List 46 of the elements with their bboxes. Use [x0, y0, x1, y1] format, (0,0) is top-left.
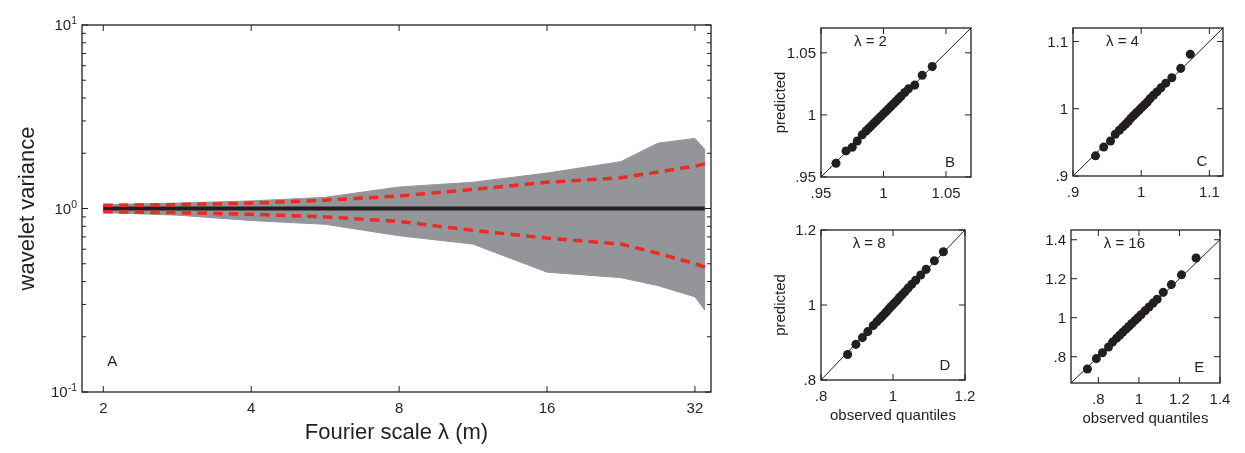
x-axis-title: observed quantiles: [1082, 409, 1209, 426]
annotation: λ = 4: [1106, 31, 1139, 49]
y-tick-label: 10$^{1}$: [54, 14, 78, 34]
y-tick-label: 1: [1059, 99, 1068, 117]
annotation: D: [939, 355, 951, 373]
annotation: λ = 2: [854, 31, 887, 49]
y-tick-label: 1.1: [1047, 32, 1068, 50]
x-axis-title: Fourier scale λ (m): [304, 419, 489, 444]
x-tick-label: 1.4: [1209, 390, 1231, 407]
x-axis-title: observed quantiles: [830, 406, 956, 423]
y-tick-label: 1: [807, 106, 816, 124]
y-tick-label: 1: [807, 296, 816, 314]
y-axis-title: predicted: [771, 71, 788, 134]
annotation: λ = 16: [1103, 234, 1146, 252]
y-tick-label: .8: [1053, 347, 1066, 365]
y-tick-label: 10$^{0}$: [54, 197, 78, 217]
annotation: λ = 8: [852, 234, 886, 251]
y-tick-label: .8: [803, 371, 816, 389]
y-tick-label: 10$^{-1}$: [50, 381, 78, 401]
x-tick-label: 1.2: [1169, 390, 1190, 407]
x-tick-label: 1: [879, 184, 888, 201]
annotation: C: [1196, 151, 1208, 169]
x-tick-label: 1.2: [954, 387, 976, 404]
y-tick-label: 1.2: [1045, 269, 1066, 287]
x-tick-label: 16: [538, 399, 556, 416]
y-tick-label: .9: [1055, 167, 1068, 185]
y-tick-label: 1.2: [795, 221, 816, 239]
x-tick-label: 2: [99, 399, 108, 416]
y-tick-label: 1.4: [1045, 231, 1066, 248]
x-tick-label: 32: [686, 399, 704, 416]
x-tick-label: 4: [247, 399, 256, 416]
annotation: E: [1194, 358, 1205, 376]
y-tick-label: .95: [795, 168, 816, 186]
x-tick-label: 1: [1137, 183, 1146, 200]
x-tick-label: 1: [1134, 390, 1144, 407]
y-axis-title: wavelet variance: [14, 126, 39, 292]
y-tick-label: 1.05: [786, 44, 816, 62]
y-tick-label: 1: [1057, 308, 1066, 326]
x-tick-label: 8: [394, 399, 404, 416]
x-tick-label: .8: [1092, 390, 1105, 407]
x-tick-label: 1.05: [931, 184, 961, 201]
annotation: A: [107, 352, 118, 370]
annotation: B: [944, 152, 956, 170]
x-tick-label: 1: [888, 387, 898, 404]
y-axis-title: predicted: [771, 274, 788, 336]
x-tick-label: 1.1: [1198, 183, 1220, 200]
